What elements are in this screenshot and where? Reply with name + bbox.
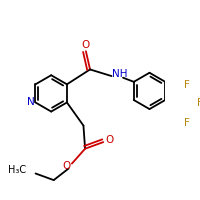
Text: F: F — [197, 98, 200, 108]
Text: O: O — [82, 40, 90, 50]
Text: N: N — [27, 97, 34, 107]
Text: O: O — [62, 161, 70, 171]
Text: F: F — [184, 80, 190, 90]
Text: H₃C: H₃C — [8, 165, 26, 175]
Text: O: O — [106, 135, 114, 145]
Text: NH: NH — [112, 69, 128, 79]
Text: F: F — [184, 118, 190, 128]
